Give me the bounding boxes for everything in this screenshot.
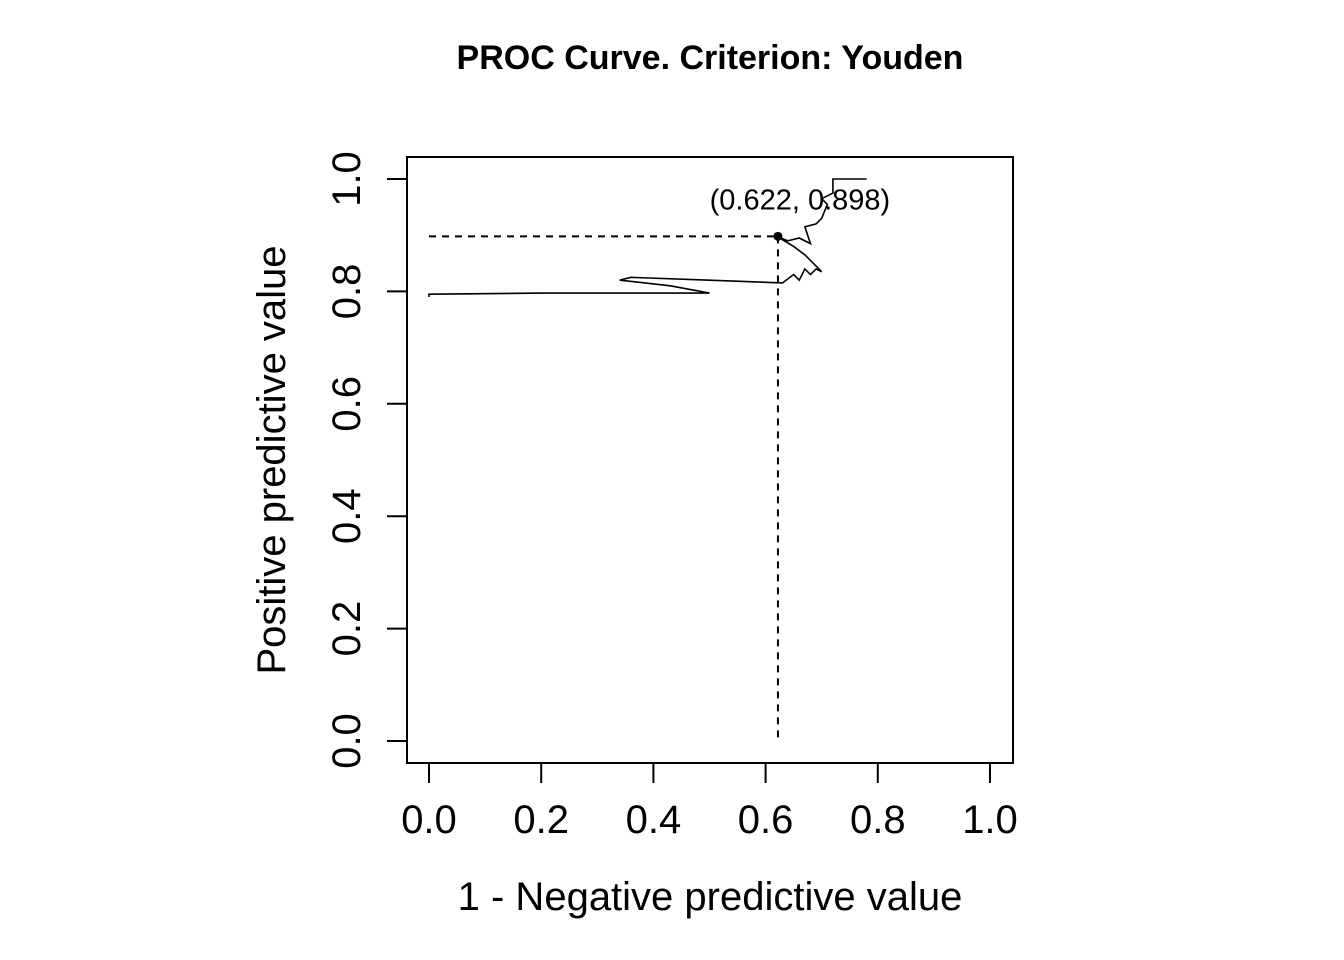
optimal-point-marker xyxy=(773,231,783,241)
series-layer xyxy=(428,178,867,298)
x-axis-label: 1 - Negative predictive value xyxy=(458,875,963,919)
chart-title: PROC Curve. Criterion: Youden xyxy=(457,39,964,77)
y-axis-label: Positive predictive value xyxy=(250,245,294,674)
y-tick-label: 0.2 xyxy=(325,601,369,657)
optimal-point-reference-lines xyxy=(429,235,779,741)
x-tick-label: 0.0 xyxy=(401,798,457,842)
y-tick-label: 0.0 xyxy=(325,713,369,769)
optimal-point-layer: (0.622, 0.898) xyxy=(710,184,891,241)
y-tick-label: 0.6 xyxy=(325,376,369,432)
proc-curve-line xyxy=(428,178,867,298)
y-tick-label: 0.8 xyxy=(325,264,369,320)
x-tick-label: 0.2 xyxy=(513,798,569,842)
y-tick-label: 0.4 xyxy=(325,488,369,544)
optimal-point-label: (0.622, 0.898) xyxy=(710,184,891,216)
x-tick-label: 0.6 xyxy=(738,798,794,842)
y-axis: 0.0 0.2 0.4 0.6 0.8 1.0 xyxy=(325,151,408,769)
plot-area-frame xyxy=(406,156,1014,764)
x-axis: 0.0 0.2 0.4 0.6 0.8 1.0 xyxy=(401,762,1018,842)
x-tick-label: 0.8 xyxy=(850,798,906,842)
y-tick-label: 1.0 xyxy=(325,151,369,207)
x-tick-label: 1.0 xyxy=(962,798,1018,842)
x-tick-label: 0.4 xyxy=(626,798,682,842)
